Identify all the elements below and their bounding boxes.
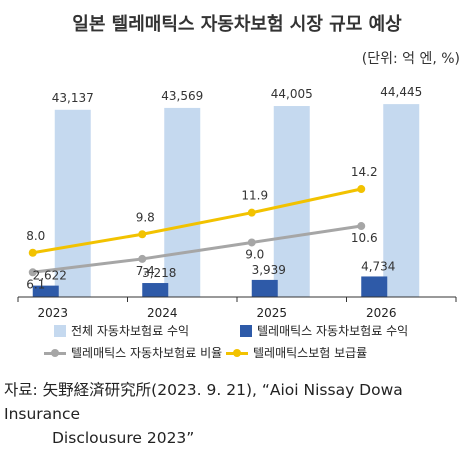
source-line-2: Disclousure 2023” xyxy=(52,429,195,447)
telematics-ratio-label-2025: 9.0 xyxy=(245,247,264,261)
legend-swatch-telematics-penetration xyxy=(226,347,248,359)
telematics-premium-bar-2023 xyxy=(32,285,59,297)
telematics-ratio-point-2025 xyxy=(247,238,256,247)
telematics-ratio-point-2024 xyxy=(138,254,147,263)
legend-item-telematics-premium: 텔레매틱스 자동차보험료 수익 xyxy=(240,322,408,339)
telematics-premium-bar-2024 xyxy=(142,283,169,297)
source-note: 자료: 矢野経済研究所(2023. 9. 21), “Aioi Nissay D… xyxy=(4,378,470,450)
total-premium-label-2026: 44,445 xyxy=(380,85,422,99)
telematics-ratio-label-2026: 10.6 xyxy=(351,231,378,245)
telematics-ratio-label-2024: 7.4 xyxy=(136,264,155,278)
telematics-premium-label-2023: 2,622 xyxy=(33,269,67,283)
chart-title: 일본 텔레매틱스 자동차보험 시장 규모 예상 xyxy=(72,14,402,35)
total-premium-bar-2026 xyxy=(383,104,420,297)
legend-swatch-telematics-ratio xyxy=(44,347,66,359)
x-tick-label-2023: 2023 xyxy=(37,306,68,320)
total-premium-label-2025: 44,005 xyxy=(271,87,313,101)
telematics-penetration-label-2023: 8.0 xyxy=(26,229,45,243)
telematics-premium-label-2025: 3,939 xyxy=(252,263,286,277)
legend-label-total-premium: 전체 자동차보험료 수익 xyxy=(71,324,190,338)
total-premium-bar-2024 xyxy=(164,107,201,297)
telematics-ratio-label-2023: 6.1 xyxy=(26,277,45,291)
telematics-premium-bar-2026 xyxy=(361,276,388,297)
telematics-penetration-line xyxy=(32,187,362,255)
telematics-ratio-point-2023 xyxy=(28,268,37,277)
x-tick-label-2024: 2024 xyxy=(147,306,178,320)
telematics-penetration-point-2026 xyxy=(357,185,366,194)
legend-item-telematics-penetration: 텔레매틱스보험 보급률 xyxy=(226,344,367,361)
telematics-ratio-point-2026 xyxy=(357,222,366,231)
telematics-penetration-label-2025: 11.9 xyxy=(241,189,268,203)
telematics-penetration-label-2024: 9.8 xyxy=(136,210,155,224)
legend-swatch-telematics-premium xyxy=(240,324,252,337)
legend-label-telematics-penetration: 텔레매틱스보험 보급률 xyxy=(253,346,368,360)
telematics-penetration-point-2023 xyxy=(28,248,37,257)
source-line-1: 자료: 矢野経済研究所(2023. 9. 21), “Aioi Nissay D… xyxy=(4,381,403,423)
legend-label-telematics-premium: 텔레매틱스 자동차보험료 수익 xyxy=(257,324,409,338)
x-tick-label-2025: 2025 xyxy=(256,306,287,320)
legend-swatch-total-premium xyxy=(54,324,66,337)
legend-item-telematics-ratio: 텔레매틱스 자동차보험료 비율 xyxy=(44,344,222,361)
telematics-ratio-line xyxy=(32,224,362,274)
telematics-penetration-point-2025 xyxy=(247,208,256,217)
telematics-premium-bar-2025 xyxy=(251,279,278,297)
legend-label-telematics-ratio: 텔레매틱스 자동차보험료 비율 xyxy=(71,346,223,360)
telematics-penetration-label-2026: 14.2 xyxy=(351,165,378,179)
telematics-penetration-point-2024 xyxy=(138,230,147,239)
telematics-premium-label-2026: 4,734 xyxy=(361,259,395,273)
legend-item-total-premium: 전체 자동차보험료 수익 xyxy=(54,322,189,339)
unit-note: (단위: 억 엔, %) xyxy=(361,51,460,67)
telematics-premium-label-2024: 3,218 xyxy=(142,266,176,280)
x-tick-label-2026: 2026 xyxy=(366,306,397,320)
chart-svg: 2023 2024 2025 2026 43,137 43,569 44,005 44,44… xyxy=(17,85,457,320)
total-premium-label-2024: 43,569 xyxy=(161,89,203,103)
total-premium-label-2023: 43,137 xyxy=(52,91,94,105)
